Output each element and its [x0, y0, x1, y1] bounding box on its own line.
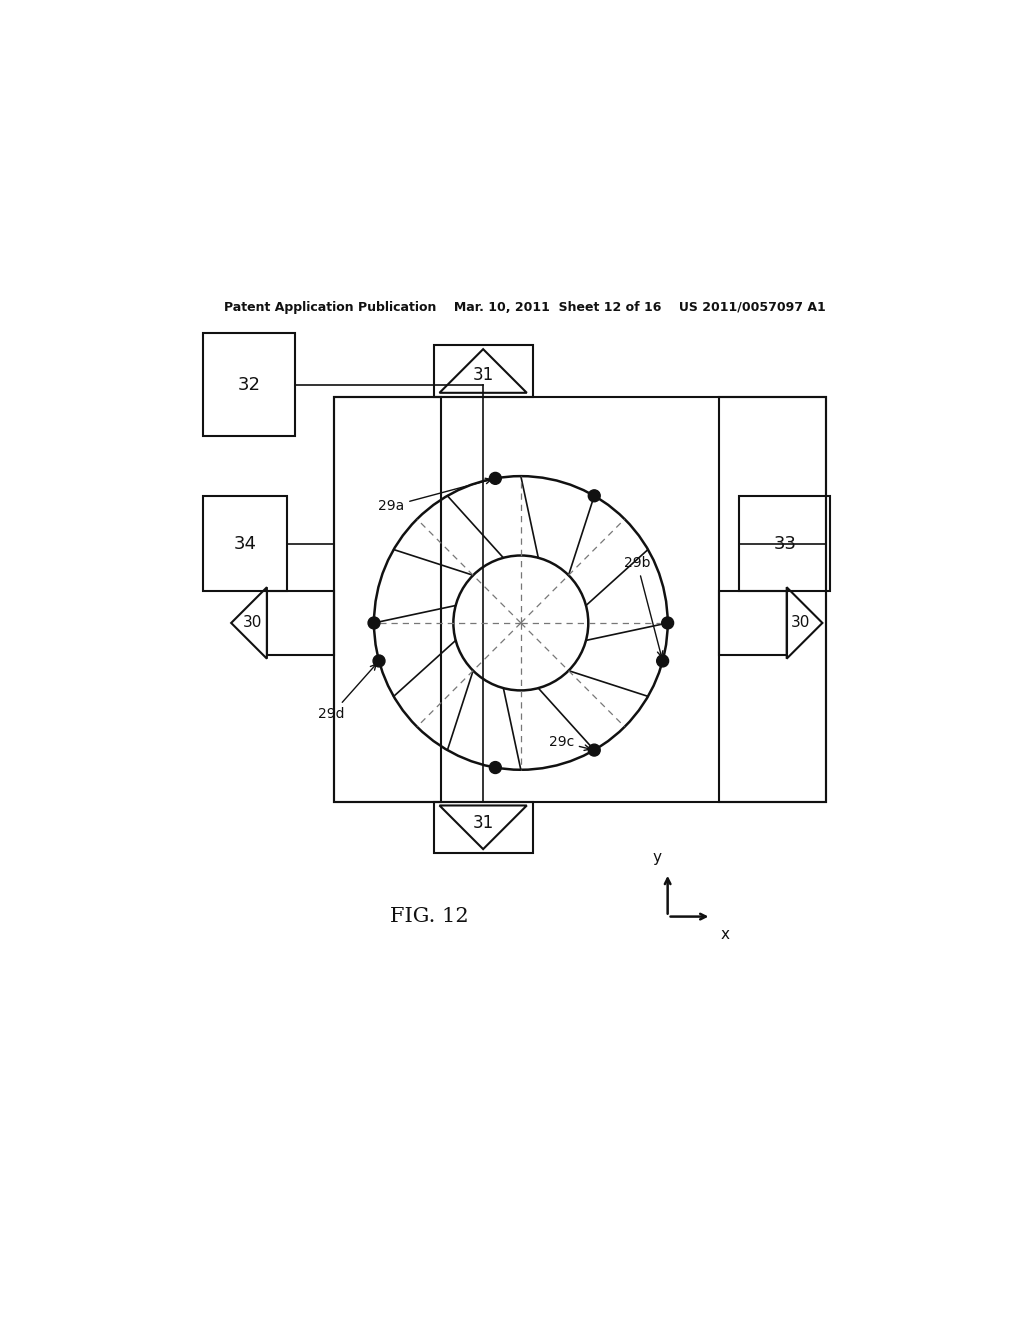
- Circle shape: [588, 490, 600, 502]
- Text: 34: 34: [233, 535, 257, 553]
- Circle shape: [489, 473, 502, 484]
- Text: 30: 30: [243, 615, 262, 631]
- Text: 32: 32: [238, 376, 260, 393]
- Text: 29d: 29d: [318, 664, 376, 721]
- Bar: [267, 591, 334, 655]
- Text: 33: 33: [773, 535, 797, 553]
- Text: 30: 30: [792, 615, 811, 631]
- Text: 29b: 29b: [624, 557, 663, 657]
- Bar: [433, 801, 532, 853]
- Circle shape: [489, 762, 502, 774]
- Bar: [204, 333, 295, 437]
- Text: 31: 31: [472, 814, 494, 832]
- Bar: [334, 397, 441, 801]
- Circle shape: [662, 616, 674, 628]
- Bar: [719, 591, 786, 655]
- Bar: [433, 346, 532, 397]
- Circle shape: [588, 744, 600, 756]
- Text: 29a: 29a: [378, 478, 492, 513]
- Text: y: y: [653, 850, 662, 865]
- Text: FIG. 12: FIG. 12: [390, 907, 469, 927]
- Bar: [719, 397, 826, 801]
- Circle shape: [454, 556, 588, 690]
- Text: 29c: 29c: [549, 735, 590, 751]
- Text: 31: 31: [472, 366, 494, 384]
- Bar: [204, 496, 287, 591]
- Circle shape: [368, 616, 380, 628]
- Bar: [334, 397, 826, 801]
- Circle shape: [656, 655, 669, 667]
- Text: x: x: [721, 927, 730, 942]
- Circle shape: [373, 655, 385, 667]
- Bar: [739, 496, 830, 591]
- Text: Patent Application Publication    Mar. 10, 2011  Sheet 12 of 16    US 2011/00570: Patent Application Publication Mar. 10, …: [224, 301, 825, 314]
